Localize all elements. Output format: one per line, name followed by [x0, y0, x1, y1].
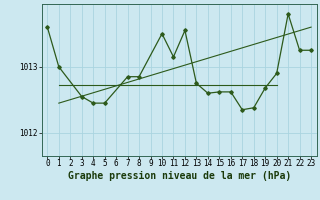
X-axis label: Graphe pression niveau de la mer (hPa): Graphe pression niveau de la mer (hPa) — [68, 171, 291, 181]
